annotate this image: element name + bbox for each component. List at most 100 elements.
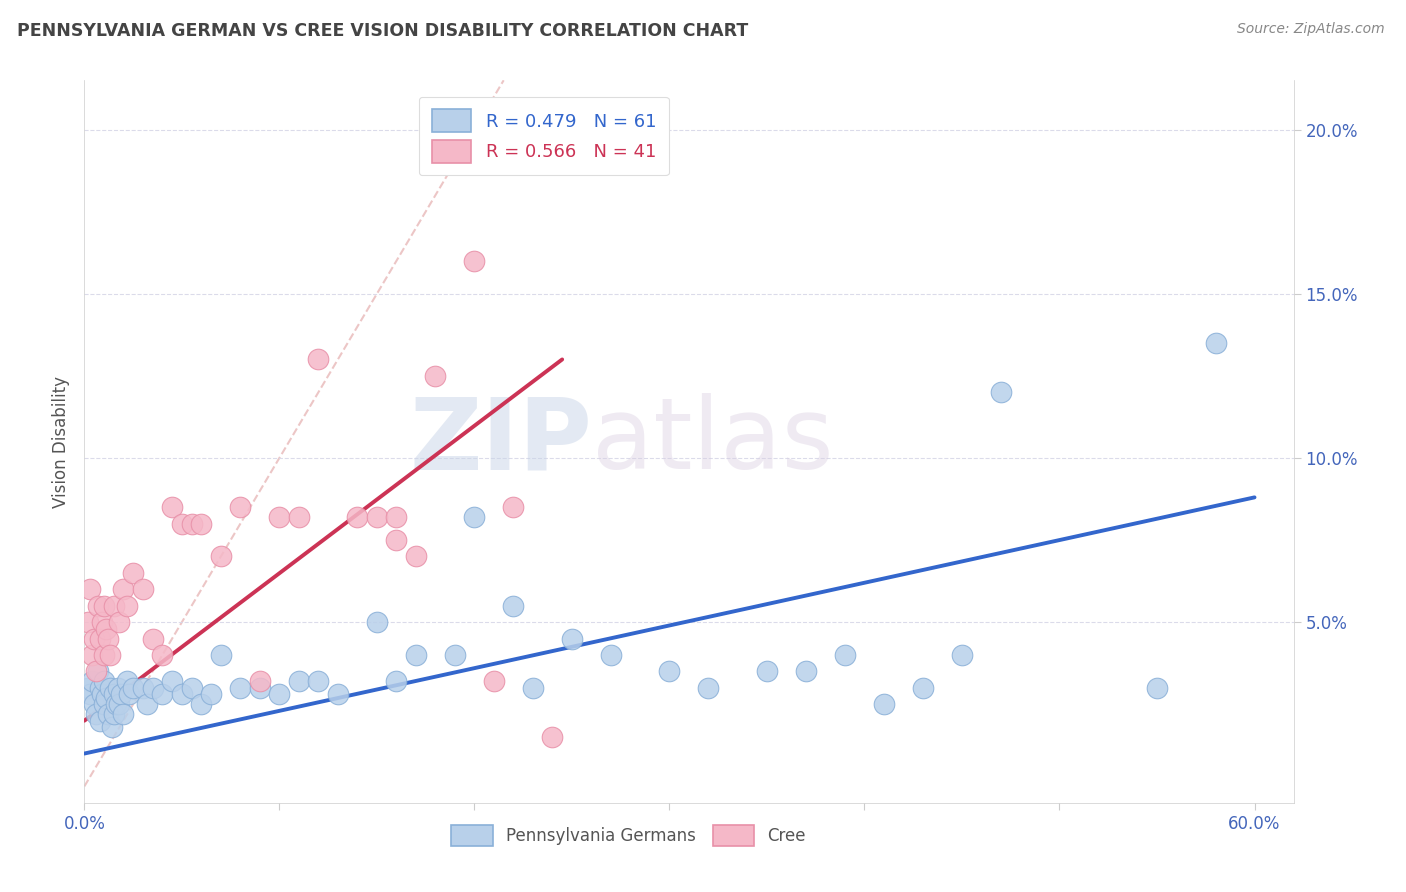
Point <box>541 730 564 744</box>
Point <box>190 698 212 712</box>
Point <box>755 665 778 679</box>
Point <box>97 632 120 646</box>
Point <box>98 648 121 662</box>
Point <box>160 674 183 689</box>
Point <box>463 510 485 524</box>
Point <box>89 632 111 646</box>
Point <box>112 707 135 722</box>
Point <box>209 549 232 564</box>
Point <box>180 516 202 531</box>
Point <box>911 681 934 695</box>
Point <box>107 681 129 695</box>
Point <box>326 687 349 701</box>
Point <box>150 648 173 662</box>
Point <box>307 352 329 367</box>
Point <box>600 648 623 662</box>
Point <box>90 687 112 701</box>
Point <box>82 674 104 689</box>
Point <box>385 510 408 524</box>
Point <box>170 687 193 701</box>
Point <box>229 681 252 695</box>
Point <box>79 687 101 701</box>
Point <box>366 615 388 630</box>
Point <box>98 681 121 695</box>
Point <box>502 500 524 515</box>
Point <box>93 674 115 689</box>
Text: atlas: atlas <box>592 393 834 490</box>
Point <box>117 599 139 613</box>
Point <box>89 714 111 728</box>
Point <box>122 566 145 580</box>
Legend: Pennsylvania Germans, Cree: Pennsylvania Germans, Cree <box>444 819 813 852</box>
Point <box>118 687 141 701</box>
Point <box>93 698 115 712</box>
Point <box>200 687 222 701</box>
Point <box>83 632 105 646</box>
Point <box>385 533 408 547</box>
Point <box>834 648 856 662</box>
Point <box>346 510 368 524</box>
Text: ZIP: ZIP <box>409 393 592 490</box>
Point <box>112 582 135 597</box>
Point <box>93 599 115 613</box>
Point <box>249 674 271 689</box>
Text: Source: ZipAtlas.com: Source: ZipAtlas.com <box>1237 22 1385 37</box>
Point <box>405 549 427 564</box>
Point <box>100 720 122 734</box>
Point <box>405 648 427 662</box>
Point <box>950 648 973 662</box>
Point <box>990 385 1012 400</box>
Point <box>180 681 202 695</box>
Point <box>84 665 107 679</box>
Point <box>93 648 115 662</box>
Point <box>288 674 311 689</box>
Point <box>160 500 183 515</box>
Point <box>77 681 100 695</box>
Point <box>103 599 125 613</box>
Point <box>94 690 117 705</box>
Point <box>425 368 447 383</box>
Point <box>190 516 212 531</box>
Point <box>94 622 117 636</box>
Point <box>269 510 291 524</box>
Point <box>83 698 105 712</box>
Point <box>502 599 524 613</box>
Point <box>794 665 817 679</box>
Point <box>110 687 132 701</box>
Point <box>108 698 131 712</box>
Point <box>873 698 896 712</box>
Point <box>90 615 112 630</box>
Point <box>108 615 131 630</box>
Point <box>87 599 110 613</box>
Point <box>135 698 157 712</box>
Text: PENNSYLVANIA GERMAN VS CREE VISION DISABILITY CORRELATION CHART: PENNSYLVANIA GERMAN VS CREE VISION DISAB… <box>17 22 748 40</box>
Point <box>122 681 145 695</box>
Point <box>366 510 388 524</box>
Point <box>97 707 120 722</box>
Point <box>103 707 125 722</box>
Point <box>482 674 505 689</box>
Point <box>84 707 107 722</box>
Point <box>658 665 681 679</box>
Point <box>132 582 155 597</box>
Y-axis label: Vision Disability: Vision Disability <box>52 376 70 508</box>
Point <box>1146 681 1168 695</box>
Point <box>104 698 127 712</box>
Point <box>522 681 544 695</box>
Point <box>561 632 583 646</box>
Point <box>89 681 111 695</box>
Point <box>103 687 125 701</box>
Point <box>307 674 329 689</box>
Point <box>117 674 139 689</box>
Point <box>170 516 193 531</box>
Point <box>142 632 165 646</box>
Point <box>385 674 408 689</box>
Point <box>87 665 110 679</box>
Point <box>269 687 291 701</box>
Point <box>288 510 311 524</box>
Point <box>463 253 485 268</box>
Point <box>697 681 720 695</box>
Point <box>209 648 232 662</box>
Point <box>229 500 252 515</box>
Point <box>132 681 155 695</box>
